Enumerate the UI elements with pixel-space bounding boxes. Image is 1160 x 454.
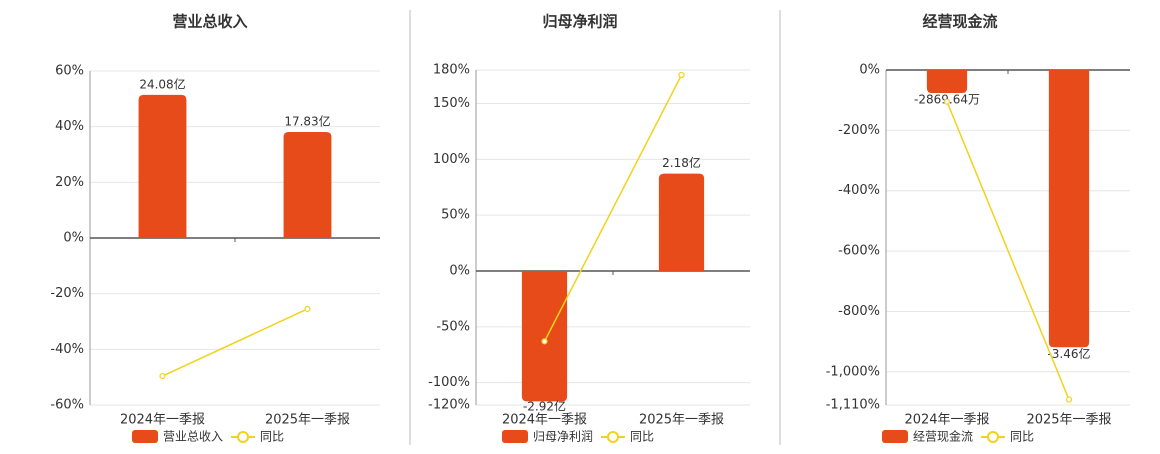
- legend-marker: [607, 431, 619, 443]
- chart-title: 归母净利润: [542, 13, 617, 31]
- line: [543, 74, 683, 342]
- bar: [138, 94, 187, 238]
- y-tick-label: -400%: [838, 183, 880, 198]
- legend-swatch: [882, 430, 908, 443]
- x-tick-label: 2025年一季报: [1026, 413, 1111, 428]
- line: [162, 308, 308, 377]
- line-point: [541, 338, 548, 345]
- legend-label: 同比: [630, 430, 654, 444]
- y-tick-label: 60%: [55, 64, 84, 79]
- legend-marker: [987, 431, 999, 443]
- y-tick-label: 100%: [433, 152, 470, 167]
- y-tick-label: -60%: [50, 398, 84, 413]
- legend-label: 归母净利润: [533, 430, 593, 444]
- data-label: 17.83亿: [284, 114, 330, 129]
- y-tick-label: -40%: [50, 342, 84, 357]
- data-label: -2.92亿: [523, 399, 566, 414]
- bar: [658, 173, 705, 271]
- legend-label: 经营现金流: [913, 429, 973, 444]
- y-tick-label: 0%: [449, 264, 470, 279]
- data-label: 24.08亿: [139, 76, 185, 91]
- y-tick-label: -800%: [838, 304, 880, 319]
- bar: [1048, 70, 1090, 348]
- line: [946, 101, 1070, 400]
- data-label: -3.46亿: [1047, 346, 1090, 361]
- y-tick-label: -200%: [838, 123, 880, 138]
- legend-swatch: [502, 430, 528, 443]
- legend-label: 同比: [260, 430, 284, 444]
- x-tick-label: 2025年一季报: [265, 413, 350, 428]
- legend-label: 营业总收入: [163, 430, 223, 444]
- chart-title: 营业总收入: [172, 13, 247, 31]
- legend-marker: [237, 431, 249, 443]
- chart-title: 经营现金流: [922, 13, 997, 31]
- x-tick-label: 2024年一季报: [502, 413, 587, 428]
- y-tick-label: -1,110%: [826, 398, 880, 413]
- y-tick-label: 180%: [433, 63, 470, 78]
- line-point: [1065, 396, 1073, 403]
- x-tick-label: 2025年一季报: [639, 413, 724, 428]
- y-tick-label: 20%: [55, 175, 84, 190]
- bar: [926, 70, 968, 93]
- y-tick-label: -100%: [428, 375, 470, 390]
- legend-label: 同比: [1010, 430, 1034, 444]
- bar: [521, 271, 568, 402]
- x-tick-label: 2024年一季报: [904, 413, 989, 428]
- legend-swatch: [132, 430, 158, 443]
- bar: [283, 132, 332, 238]
- y-tick-label: 0%: [63, 231, 84, 246]
- data-label: 2.18亿: [662, 155, 701, 170]
- y-tick-label: 0%: [859, 63, 880, 78]
- y-tick-label: -1,000%: [826, 364, 880, 379]
- line-point: [159, 372, 166, 380]
- y-tick-label: -50%: [436, 319, 470, 334]
- y-tick-label: 150%: [433, 96, 470, 111]
- y-tick-label: -600%: [838, 244, 880, 259]
- y-tick-label: 50%: [441, 208, 470, 223]
- y-tick-label: -20%: [50, 286, 84, 301]
- line-point: [304, 305, 311, 313]
- y-tick-label: 40%: [55, 119, 84, 134]
- line-point: [943, 98, 951, 105]
- y-tick-label: -120%: [428, 398, 470, 413]
- x-tick-label: 2024年一季报: [120, 413, 205, 428]
- line-point: [678, 71, 685, 79]
